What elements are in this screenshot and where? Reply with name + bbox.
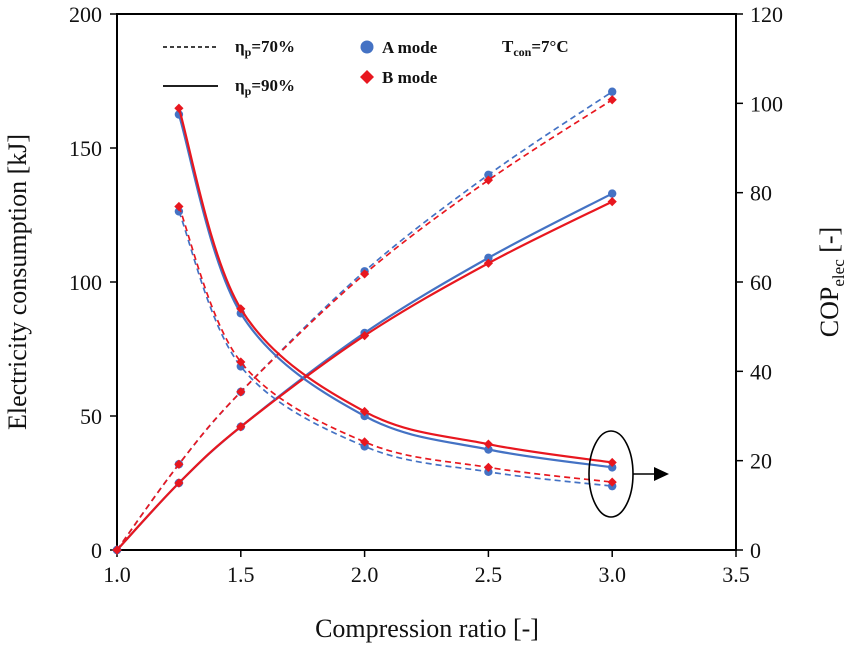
y-right-axis-title-tail: [-] — [815, 227, 844, 259]
y-right-tick-label: 0 — [750, 538, 761, 563]
y-right-tick-label: 40 — [750, 359, 772, 384]
y-left-tick-label: 100 — [69, 270, 102, 295]
y-left-tick-label: 150 — [69, 136, 102, 161]
y-left-tick-label: 50 — [80, 404, 102, 429]
series-b-left-eta90-point — [174, 478, 184, 488]
series-a-right-eta90-line — [177, 114, 613, 469]
series-a-right-eta70-point — [174, 207, 184, 216]
series-a-left-eta90-point — [484, 253, 493, 263]
series-b-left-eta70-point — [607, 95, 617, 105]
y-right-tick-label: 20 — [750, 449, 772, 474]
series-b-right-eta70-point — [607, 477, 617, 487]
series-b-left-eta70-point — [236, 387, 246, 397]
y-right-tick-label: 60 — [750, 270, 772, 295]
series-b-left-eta70-point — [360, 269, 370, 279]
series-b-left-eta90-point — [483, 258, 493, 268]
y-right-axis-title: COPelec [-] — [815, 227, 848, 337]
series-b-right-eta90-point — [483, 439, 493, 449]
annotation-arrow-head — [654, 467, 669, 481]
series-b-right-eta90-line — [177, 107, 613, 464]
series-b-right-eta90-point — [236, 304, 246, 314]
series-a-right-eta90-point — [484, 445, 493, 454]
y-right-axis-title-main: COP — [815, 287, 844, 338]
series-b-right-eta90-point — [174, 103, 184, 113]
legend-marker-a-mode — [360, 40, 374, 54]
series-b-left-eta70-point — [174, 459, 184, 469]
y-right-axis-title-sub: elec — [829, 259, 848, 287]
y-right-tick-label: 100 — [750, 91, 783, 116]
series-b-right-eta90-point — [360, 406, 370, 417]
x-axis-title: Compression ratio [-] — [315, 614, 539, 643]
legend-tcon: Tcon=7°C — [502, 37, 569, 59]
series-b-left-eta90-point — [112, 545, 122, 555]
x-tick-label: 2.5 — [475, 562, 503, 587]
series-a-right-eta70-line — [178, 211, 613, 487]
series-b-right-eta70-point — [236, 357, 246, 367]
x-tick-label: 2.0 — [351, 562, 379, 587]
y-left-tick-label: 200 — [69, 2, 102, 27]
y-left-axis-title: Electricity consumption [kJ] — [3, 134, 32, 430]
series-b-left-eta70-point — [483, 175, 493, 185]
legend-eta70: ηp=70% — [235, 37, 295, 59]
y-right-tick-label: 120 — [750, 2, 783, 27]
axis-ticks: 1.0 1.5 2.0 2.5 3.0 3.50501001502000204060801… — [69, 2, 783, 587]
series-b-left-eta90-point — [360, 331, 370, 341]
series-b-right-eta90-point — [607, 457, 617, 468]
series-layer — [112, 87, 617, 555]
series-a-left-eta90-point — [608, 189, 617, 198]
series-a-left-eta70-point — [608, 87, 617, 96]
legend-eta90: ηp=90% — [235, 76, 295, 98]
series-a-left-eta70-point — [484, 170, 493, 179]
y-right-tick-label: 80 — [750, 181, 772, 206]
series-b-left-eta90-point — [607, 197, 617, 207]
series-b-right-eta70-point — [483, 462, 493, 472]
legend: ηp=70% ηp=90% A mode B mode Tcon=7°C — [163, 37, 569, 98]
legend-marker-b-mode — [360, 70, 374, 84]
y-left-tick-label: 0 — [91, 538, 102, 563]
legend-b-mode: B mode — [382, 68, 438, 87]
series-b-left-eta90-point — [236, 422, 246, 432]
series-b-right-eta70-point — [360, 437, 370, 447]
x-tick-label: 3.0 — [598, 562, 626, 587]
x-tick-label: 3.5 — [722, 562, 750, 587]
series-b-right-eta70-line — [178, 206, 613, 483]
legend-a-mode: A mode — [382, 38, 438, 57]
series-b-right-eta70-point — [174, 201, 184, 212]
x-tick-label: 1.5 — [227, 562, 255, 587]
x-tick-label: 1.0 — [103, 562, 131, 587]
series-a-right-eta90-point — [608, 463, 617, 472]
